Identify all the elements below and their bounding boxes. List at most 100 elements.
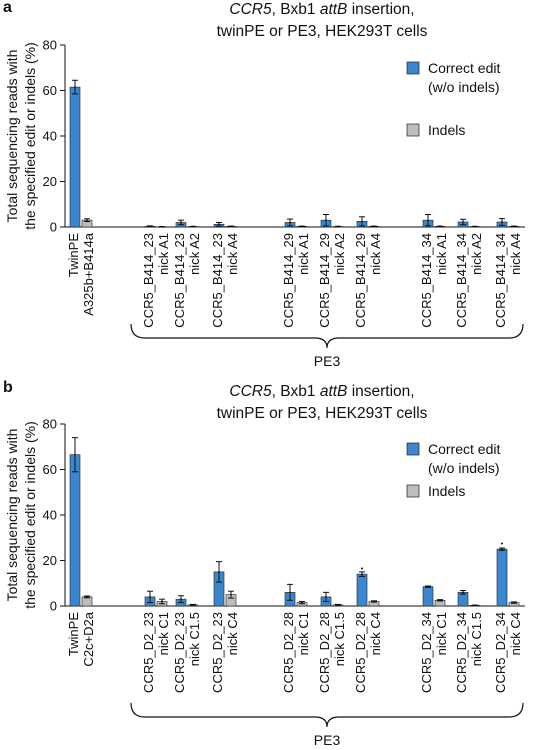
x-tick-label: CCR5_D2_23nick C4 (210, 612, 240, 693)
bar-correct-edit (356, 573, 368, 607)
replicate-point (301, 225, 303, 228)
y-tick-label: 0 (50, 220, 57, 235)
x-tick-label: CCR5_D2_23nick C1.5 (172, 612, 202, 693)
y-tick-label: 40 (43, 129, 57, 144)
y-tick-label: 80 (43, 38, 57, 53)
legend-label: Indels (428, 122, 465, 138)
replicate-point (149, 596, 151, 598)
replicate-point (337, 225, 339, 228)
x-tick-label-line: TwinPE (66, 233, 81, 277)
chart-title-segment: , Bxb1 (272, 383, 320, 400)
x-tick-label: CCR5_D2_34nick C1.5 (454, 612, 484, 693)
x-tick-label-line: TwinPE (66, 612, 81, 656)
chart-title-segment: , Bxb1 (272, 1, 320, 18)
legend-swatch (406, 61, 420, 75)
replicate-point (86, 596, 88, 598)
x-tick-label: TwinPEA325b+B414a (66, 232, 96, 316)
x-tick-label-line: CCR5_D2_23 (172, 612, 187, 693)
y-tick-label: 20 (43, 553, 57, 568)
replicate-point (361, 220, 363, 223)
x-tick-label: CCR5_B414_29nick A4 (353, 233, 383, 328)
pe3-bracket (130, 702, 524, 728)
x-tick-label-line: nick A2 (187, 233, 202, 275)
y-axis-label-line: Total sequencing reads with (4, 429, 20, 602)
bracket-label: PE3 (314, 353, 341, 369)
x-tick-label-line: CCR5_D2_34 (454, 612, 469, 693)
replicate-point (86, 219, 88, 222)
x-tick-label: CCR5_B414_29nick A1 (281, 233, 311, 328)
replicate-point (439, 599, 441, 602)
replicate-point (289, 591, 291, 594)
x-tick-label-line: A325b+B414a (81, 232, 96, 316)
x-tick-label-line: CCR5_D2_28 (317, 612, 332, 693)
x-tick-label: CCR5_D2_28nick C4 (353, 612, 383, 693)
x-tick-label-line: nick A2 (332, 233, 347, 275)
chart-title-line: CCR5, Bxb1 attB insertion, (229, 1, 414, 18)
bar-correct-edit (496, 548, 508, 607)
legend-label: Indels (428, 483, 465, 499)
x-tick-label-line: nick C4 (225, 612, 240, 655)
x-tick-label-line: CCR5_B414_23 (141, 233, 156, 328)
x-tick-label-line: nick C4 (368, 612, 383, 655)
x-tick-label-line: nick C1.5 (332, 612, 347, 666)
replicate-point (180, 598, 182, 601)
y-tick-label: 40 (43, 508, 57, 523)
chart-panel-b: b CCR5, Bxb1 attB insertion, twinPE or PE3… (3, 379, 525, 748)
y-tick-label: 60 (43, 462, 57, 477)
y-tick-label: 0 (50, 599, 57, 614)
y-axis-label-line: the specified edit or indels (%) (22, 42, 38, 230)
replicate-point (373, 600, 375, 603)
replicate-point (230, 225, 232, 228)
x-tick-label: CCR5_D2_28nick C1 (281, 612, 311, 693)
legend-swatch (406, 123, 420, 137)
chart-panel-a: a CCR5, Bxb1 attB insertion, twinPE or PE3… (3, 0, 525, 369)
x-tick-label-line: nick A4 (508, 233, 523, 275)
pe3-bracket (130, 323, 524, 349)
replicate-point (501, 542, 503, 545)
x-tick-label-line: CCR5_D2_28 (281, 612, 296, 693)
x-tick-label-line: nick A4 (368, 233, 383, 275)
chart-title-segment: insertion, (347, 383, 414, 400)
replicate-point (161, 225, 163, 228)
x-tick-label: CCR5_B414_29nick A2 (317, 233, 347, 328)
chart-title-segment: attB (320, 383, 348, 400)
x-tick-label-line: CCR5_B414_29 (281, 233, 296, 328)
x-tick-label-line: nick C1 (296, 612, 311, 655)
x-tick-label-line: CCR5_D2_28 (353, 612, 368, 693)
chart-title-segment: insertion, (347, 1, 414, 18)
chart-title-line: CCR5, Bxb1 attB insertion, (229, 383, 414, 400)
x-tick-label: CCR5_D2_34nick C4 (493, 612, 523, 693)
replicate-point (439, 225, 441, 228)
y-axis-label: Total sequencing reads with the specified… (4, 42, 38, 230)
chart-title-segment: attB (320, 1, 348, 18)
x-tick-label: CCR5_B414_23nick A4 (210, 233, 240, 328)
y-axis-label-line: Total sequencing reads with (4, 50, 20, 223)
legend-label: Correct edit (428, 441, 500, 457)
y-axis-label-line: the specified edit or indels (%) (22, 421, 38, 609)
chart-title-segment: twinPE or PE3, HEK293T cells (217, 405, 428, 422)
x-tick-label: CCR5_B414_34nick A2 (454, 233, 484, 328)
x-tick-label-line: CCR5_D2_34 (493, 612, 508, 693)
x-tick-label-line: CCR5_B414_34 (419, 233, 434, 328)
x-tick-label-line: nick A1 (434, 233, 449, 275)
legend-swatch (406, 484, 420, 498)
x-tick-label-line: nick C1.5 (469, 612, 484, 666)
chart-title-segment: twinPE or PE3, HEK293T cells (217, 23, 428, 40)
replicate-point (301, 601, 303, 604)
chart-title-segment: CCR5 (229, 1, 272, 18)
x-tick-label-line: nick A2 (469, 233, 484, 275)
replicate-point (180, 221, 182, 224)
x-tick-label: CCR5_B414_23nick A1 (141, 233, 171, 328)
x-tick-label: CCR5_D2_23nick C1 (141, 612, 171, 693)
legend-label: (w/o indels) (428, 460, 500, 476)
y-tick-label: 20 (43, 174, 57, 189)
x-tick-label: CCR5_D2_34nick C1 (419, 612, 449, 693)
x-tick-label-line: nick C1.5 (187, 612, 202, 666)
legend-label: Correct edit (428, 60, 500, 76)
x-tick-label-line: CCR5_D2_23 (210, 612, 225, 693)
replicate-point (192, 603, 194, 606)
x-tick-label-line: nick C1 (434, 612, 449, 655)
x-tick-label-line: CCR5_D2_34 (419, 612, 434, 693)
x-tick-label-line: CCR5_D2_23 (141, 612, 156, 693)
x-tick-label-line: C2c+D2a (81, 611, 96, 666)
